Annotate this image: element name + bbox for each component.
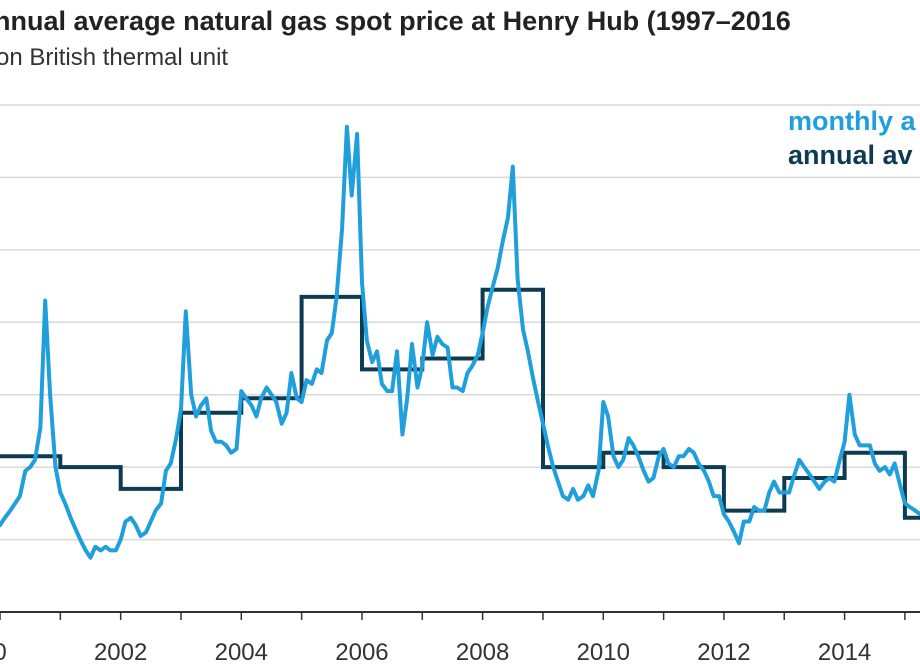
x-tick-label-2010: 2010 [577, 639, 630, 666]
x-tick-labels: 0 2002 2004 2006 2008 2010 2012 2014 [0, 639, 871, 666]
annual-step-line [0, 287, 920, 520]
series-annual [0, 287, 920, 520]
x-tick-label-2004: 2004 [215, 639, 268, 666]
chart-title: nnual average natural gas spot price at … [0, 6, 791, 36]
chart-subtitle: on British thermal unit [0, 44, 229, 71]
gridlines [0, 104, 920, 541]
x-tick-label-2002: 2002 [94, 639, 147, 666]
x-tick-label-2012: 2012 [697, 639, 750, 666]
series-monthly [0, 124, 920, 560]
legend-annual: annual av [788, 140, 913, 170]
monthly-price-line [0, 124, 920, 560]
x-ticks [0, 612, 906, 620]
x-tick-label-2006: 2006 [335, 639, 388, 666]
x-tick-label-0: 0 [0, 639, 7, 666]
x-tick-label-2014: 2014 [818, 639, 871, 666]
legend-monthly: monthly a [788, 106, 916, 136]
x-tick-label-2008: 2008 [456, 639, 509, 666]
